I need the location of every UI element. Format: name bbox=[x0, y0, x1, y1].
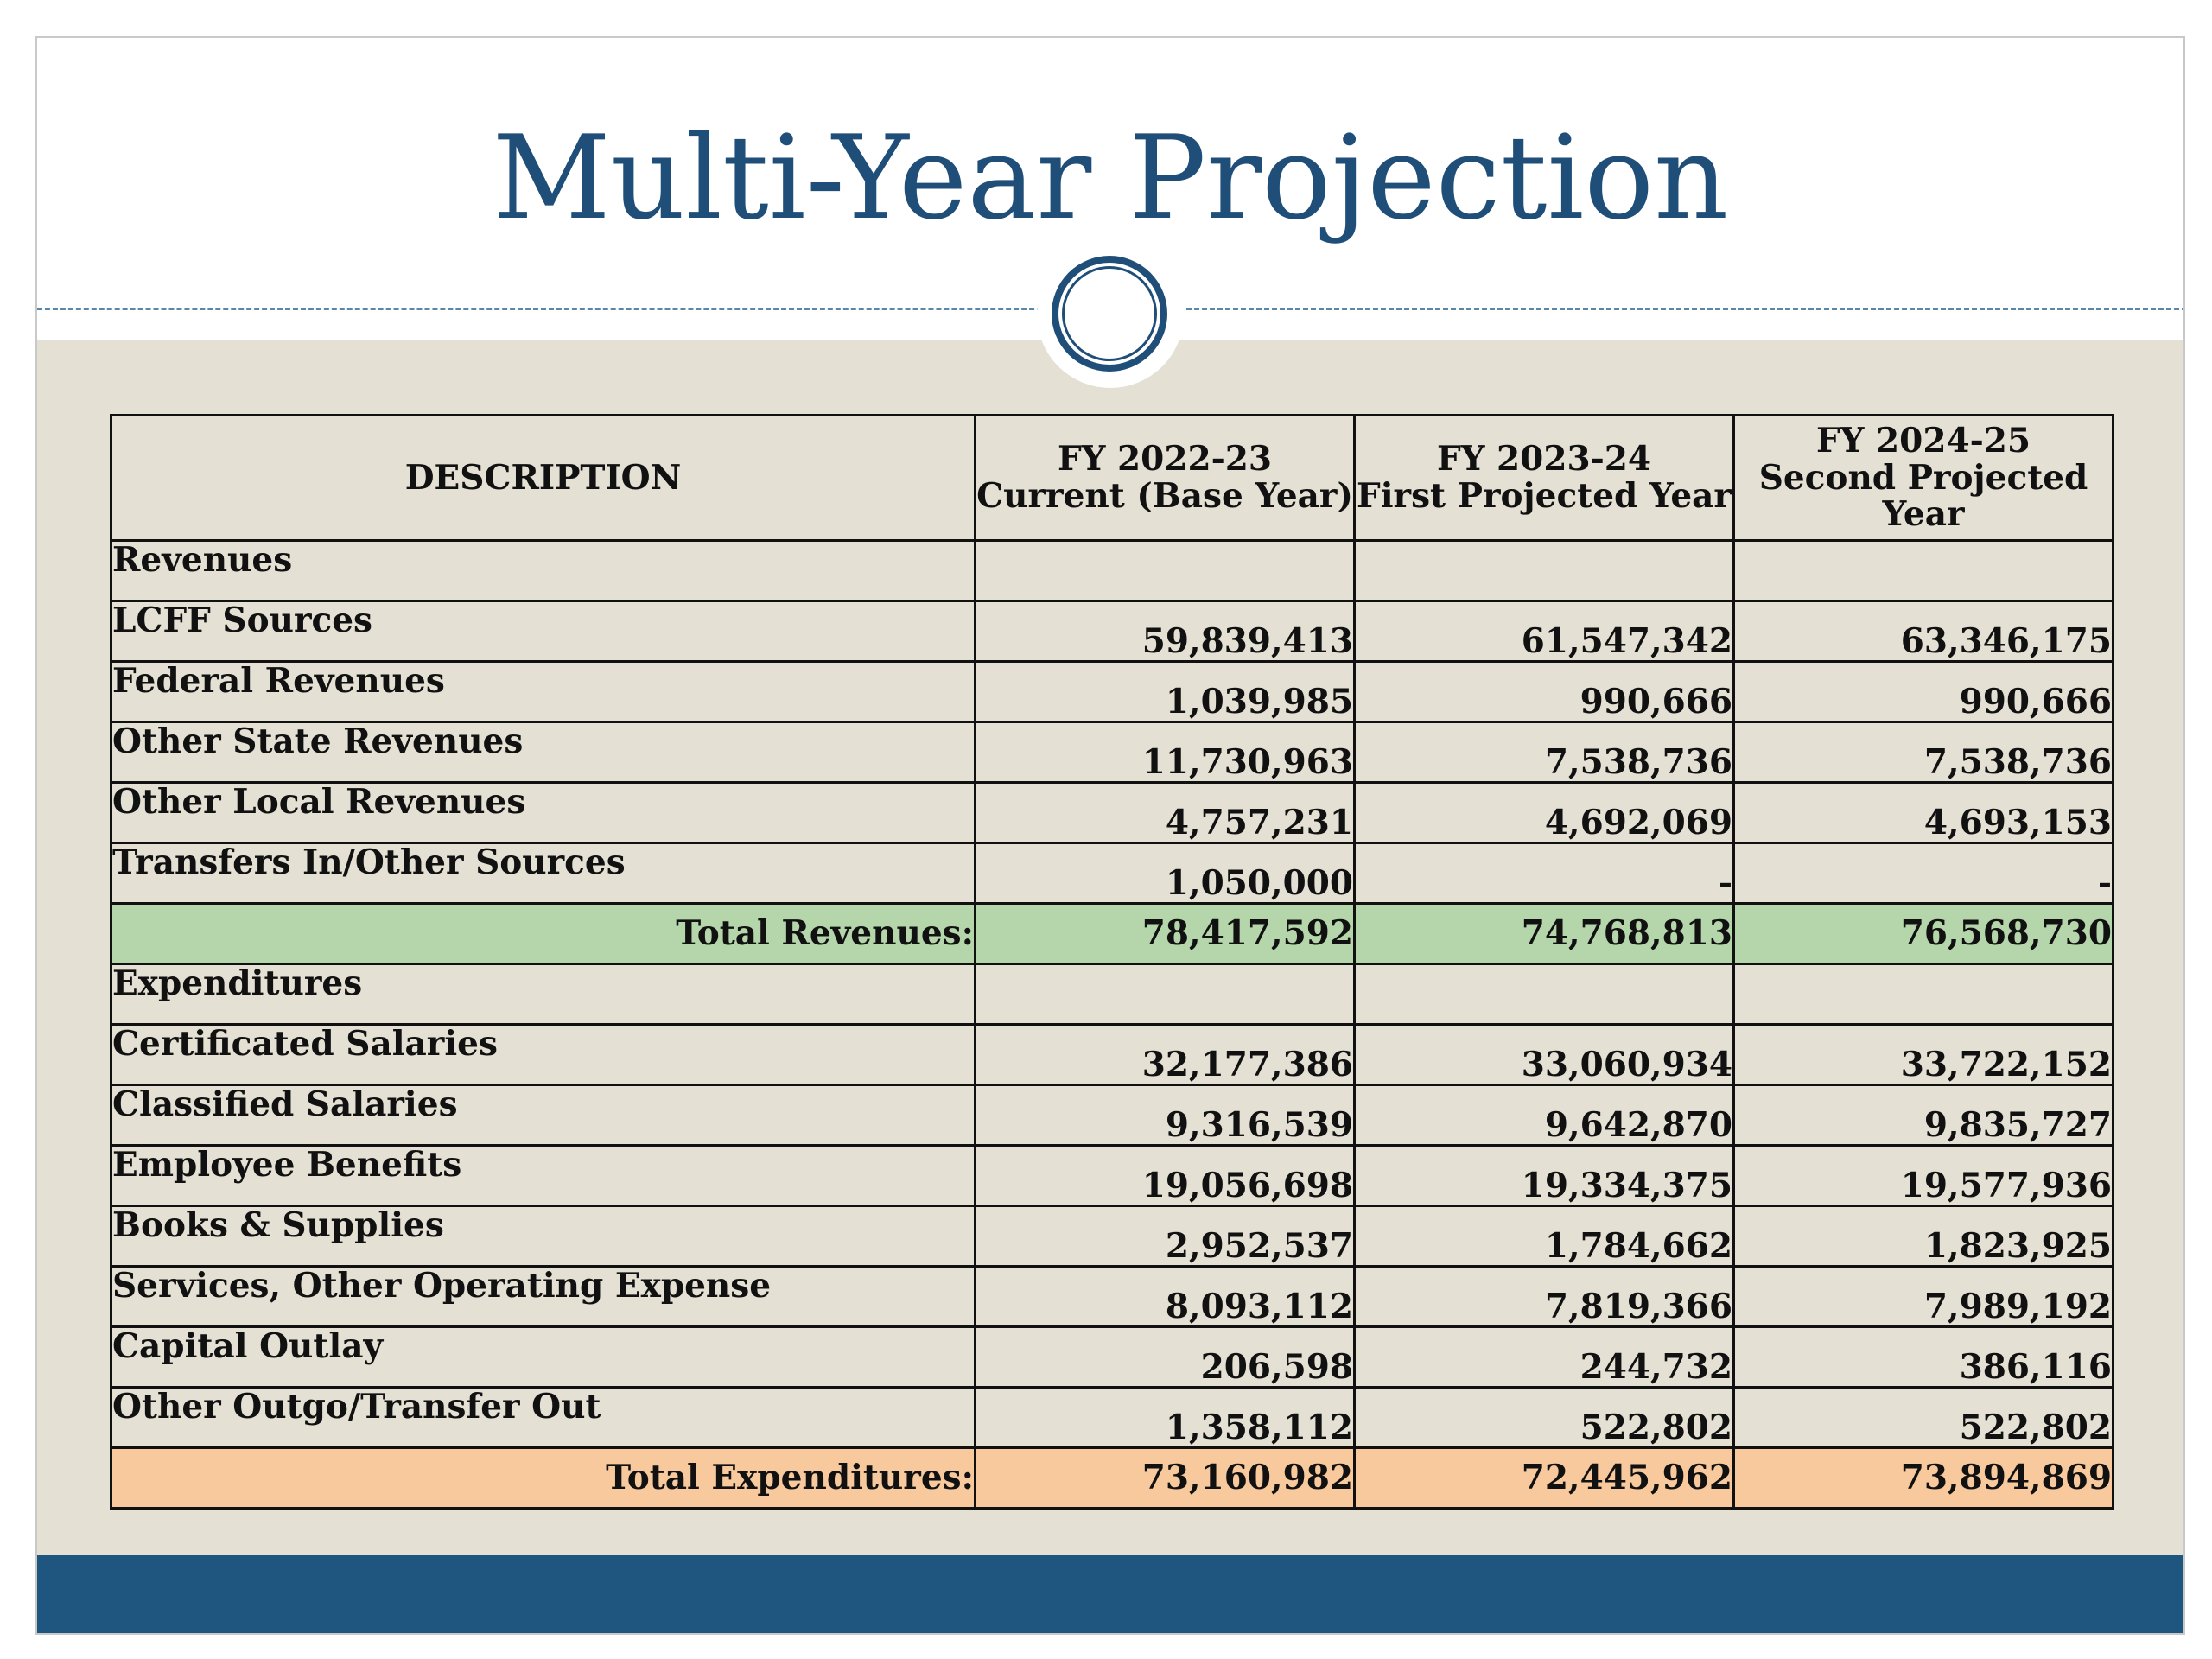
row-description: Classified Salaries bbox=[110, 1084, 976, 1147]
table-row: Other Local Revenues 4,757,231 4,692,069… bbox=[110, 781, 2114, 844]
value-fy-2023-24: 990,666 bbox=[1353, 660, 1735, 723]
value-fy-2022-23: 19,056,698 bbox=[974, 1144, 1356, 1207]
value-fy-2024-25: 990,666 bbox=[1732, 660, 2114, 723]
value-fy-2023-24: 1,784,662 bbox=[1353, 1205, 1735, 1268]
table-row: Transfers In/Other Sources 1,050,000 - - bbox=[110, 842, 2114, 905]
value-fy-2024-25: 7,538,736 bbox=[1732, 721, 2114, 784]
header-fy-2024-25: FY 2024-25 Second Projected Year bbox=[1732, 414, 2114, 542]
value-fy-2024-25: 9,835,727 bbox=[1732, 1084, 2114, 1147]
row-description: Employee Benefits bbox=[110, 1144, 976, 1207]
total-expenditures-label: Total Expenditures: bbox=[110, 1446, 976, 1510]
value-fy-2022-23: 4,757,231 bbox=[974, 781, 1356, 844]
total-expenditures-fy-2024-25: 73,894,869 bbox=[1732, 1446, 2114, 1510]
value-fy-2022-23: 8,093,112 bbox=[974, 1265, 1356, 1328]
value-fy-2024-25: 19,577,936 bbox=[1732, 1144, 2114, 1207]
value-fy-2022-23: 1,358,112 bbox=[974, 1386, 1356, 1449]
total-expenditures-row: Total Expenditures: 73,160,982 72,445,96… bbox=[110, 1446, 2114, 1510]
value-fy-2023-24: 9,642,870 bbox=[1353, 1084, 1735, 1147]
row-description: Other Local Revenues bbox=[110, 781, 976, 844]
table-row: Books & Supplies 2,952,537 1,784,662 1,8… bbox=[110, 1205, 2114, 1268]
divider-left bbox=[37, 308, 1050, 310]
total-expenditures-fy-2023-24: 72,445,962 bbox=[1353, 1446, 1735, 1510]
total-revenues-label: Total Revenues: bbox=[110, 902, 976, 965]
table-row: Employee Benefits 19,056,698 19,334,375 … bbox=[110, 1144, 2114, 1207]
section-label: Revenues bbox=[110, 539, 976, 602]
value-fy-2023-24: 7,538,736 bbox=[1353, 721, 1735, 784]
value-fy-2024-25: 33,722,152 bbox=[1732, 1023, 2114, 1086]
circle-ornament-icon bbox=[1052, 256, 1167, 372]
table-row: Federal Revenues 1,039,985 990,666 990,6… bbox=[110, 660, 2114, 723]
value-fy-2024-25: 1,823,925 bbox=[1732, 1205, 2114, 1268]
table-row: Certificated Salaries 32,177,386 33,060,… bbox=[110, 1023, 2114, 1086]
value-fy-2023-24: 61,547,342 bbox=[1353, 600, 1735, 663]
section-row-revenues: Revenues bbox=[110, 539, 2114, 602]
projection-table: DESCRIPTION FY 2022-23 Current (Base Yea… bbox=[110, 414, 2114, 1510]
total-revenues-fy-2022-23: 78,417,592 bbox=[974, 902, 1356, 965]
table-row: Classified Salaries 9,316,539 9,642,870 … bbox=[110, 1084, 2114, 1147]
value-fy-2024-25: 7,989,192 bbox=[1732, 1265, 2114, 1328]
value-fy-2022-23: 1,039,985 bbox=[974, 660, 1356, 723]
slide-title: Multi-Year Projection bbox=[492, 111, 1729, 245]
row-description: Certificated Salaries bbox=[110, 1023, 976, 1086]
value-fy-2024-25: 63,346,175 bbox=[1732, 600, 2114, 663]
header-description: DESCRIPTION bbox=[110, 414, 976, 542]
footer-bar bbox=[37, 1555, 2183, 1633]
value-fy-2023-24: 7,819,366 bbox=[1353, 1265, 1735, 1328]
value-fy-2022-23: 2,952,537 bbox=[974, 1205, 1356, 1268]
header-fy-2022-23: FY 2022-23 Current (Base Year) bbox=[974, 414, 1356, 542]
value-fy-2023-24: 33,060,934 bbox=[1353, 1023, 1735, 1086]
value-fy-2023-24: 19,334,375 bbox=[1353, 1144, 1735, 1207]
total-revenues-fy-2023-24: 74,768,813 bbox=[1353, 902, 1735, 965]
divider-right bbox=[1186, 308, 2183, 310]
section-label: Expenditures bbox=[110, 963, 976, 1026]
table-row: LCFF Sources 59,839,413 61,547,342 63,34… bbox=[110, 600, 2114, 663]
value-fy-2024-25: 386,116 bbox=[1732, 1325, 2114, 1389]
total-expenditures-fy-2022-23: 73,160,982 bbox=[974, 1446, 1356, 1510]
value-fy-2023-24: 522,802 bbox=[1353, 1386, 1735, 1449]
row-description: LCFF Sources bbox=[110, 600, 976, 663]
value-fy-2024-25: 522,802 bbox=[1732, 1386, 2114, 1449]
table-header-row: DESCRIPTION FY 2022-23 Current (Base Yea… bbox=[110, 414, 2114, 542]
table-row: Services, Other Operating Expense 8,093,… bbox=[110, 1265, 2114, 1328]
row-description: Services, Other Operating Expense bbox=[110, 1265, 976, 1328]
value-fy-2023-24: 244,732 bbox=[1353, 1325, 1735, 1389]
table-row: Other State Revenues 11,730,963 7,538,73… bbox=[110, 721, 2114, 784]
section-row-expenditures: Expenditures bbox=[110, 963, 2114, 1026]
row-description: Federal Revenues bbox=[110, 660, 976, 723]
row-description: Books & Supplies bbox=[110, 1205, 976, 1268]
header-fy-2023-24: FY 2023-24 First Projected Year bbox=[1353, 414, 1735, 542]
value-fy-2022-23: 206,598 bbox=[974, 1325, 1356, 1389]
row-description: Transfers In/Other Sources bbox=[110, 842, 976, 905]
value-fy-2023-24: 4,692,069 bbox=[1353, 781, 1735, 844]
value-fy-2022-23: 11,730,963 bbox=[974, 721, 1356, 784]
value-fy-2023-24: - bbox=[1353, 842, 1735, 905]
total-revenues-row: Total Revenues: 78,417,592 74,768,813 76… bbox=[110, 902, 2114, 965]
value-fy-2022-23: 32,177,386 bbox=[974, 1023, 1356, 1086]
row-description: Capital Outlay bbox=[110, 1325, 976, 1389]
value-fy-2024-25: - bbox=[1732, 842, 2114, 905]
table-row: Capital Outlay 206,598 244,732 386,116 bbox=[110, 1325, 2114, 1389]
value-fy-2022-23: 59,839,413 bbox=[974, 600, 1356, 663]
table-row: Other Outgo/Transfer Out 1,358,112 522,8… bbox=[110, 1386, 2114, 1449]
row-description: Other Outgo/Transfer Out bbox=[110, 1386, 976, 1449]
value-fy-2022-23: 1,050,000 bbox=[974, 842, 1356, 905]
value-fy-2022-23: 9,316,539 bbox=[974, 1084, 1356, 1147]
row-description: Other State Revenues bbox=[110, 721, 976, 784]
total-revenues-fy-2024-25: 76,568,730 bbox=[1732, 902, 2114, 965]
value-fy-2024-25: 4,693,153 bbox=[1732, 781, 2114, 844]
slide: Multi-Year Projection DESCRIPTION FY 202… bbox=[35, 36, 2185, 1635]
